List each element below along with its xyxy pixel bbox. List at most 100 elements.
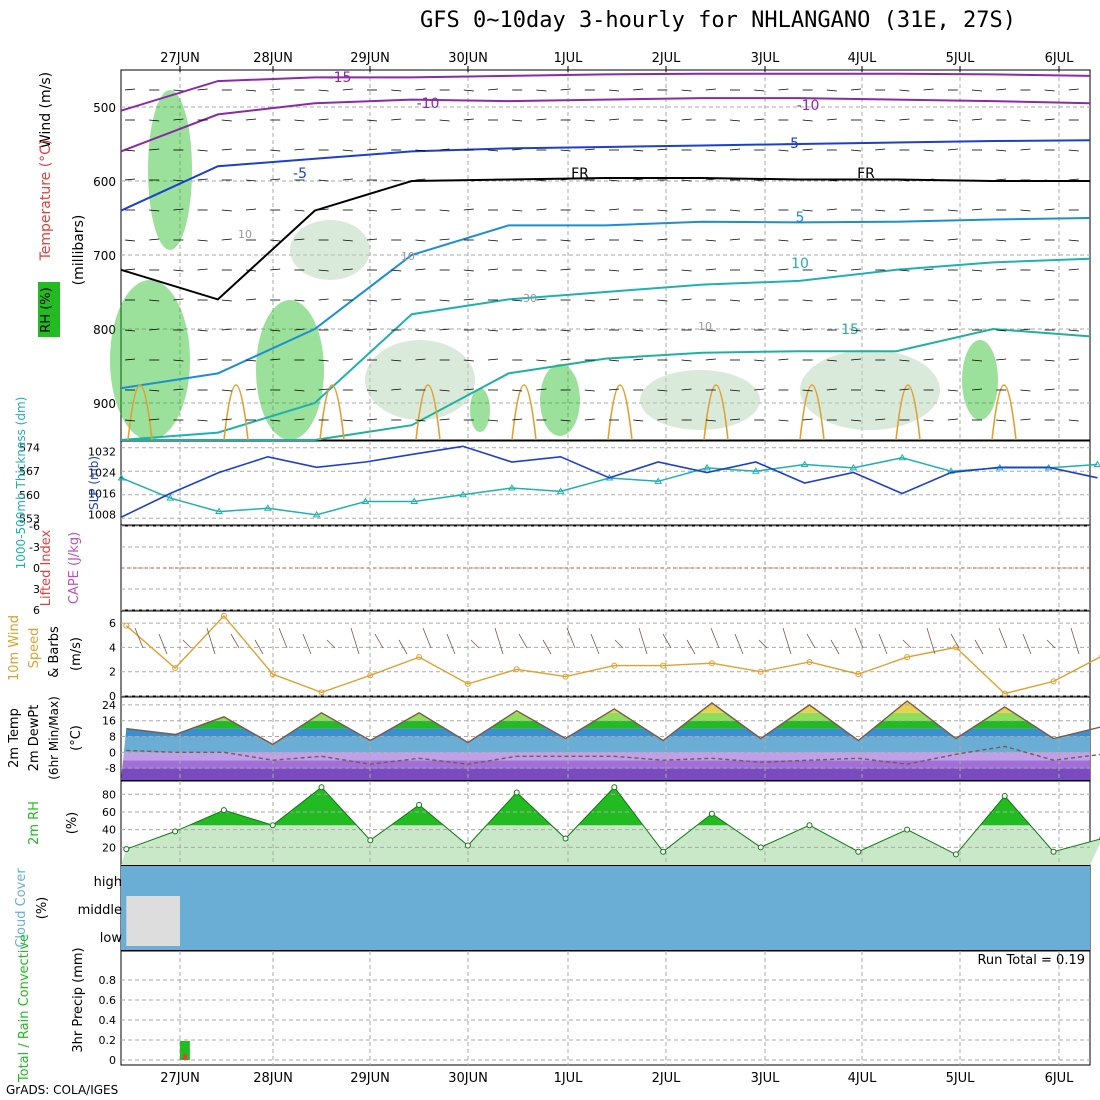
wind-barb	[923, 239, 934, 242]
wind-barb	[584, 328, 595, 331]
wind-barb	[802, 209, 813, 212]
wind-barb	[342, 149, 353, 152]
wind-barb	[560, 149, 571, 152]
wind-barb	[221, 389, 232, 392]
wind-barb	[245, 359, 257, 362]
wind-barb	[826, 388, 837, 391]
temp-tick: 0	[109, 746, 116, 759]
wind-barb	[245, 269, 257, 272]
precip-panel: 0.8 0.6 0.4 0.2 0 Run Total = 0.19 Total / Rai…	[17, 934, 1090, 1083]
wind-barb	[754, 118, 765, 121]
cloud-label: Cloud Cover	[14, 868, 29, 948]
panel-frame	[120, 950, 1091, 1066]
wind10-barb	[374, 633, 384, 649]
wind-barb	[754, 89, 765, 92]
wind-barb	[221, 299, 232, 302]
wind-barb	[221, 328, 232, 331]
x-tick-top: 2JUL	[652, 51, 682, 66]
wind-barb	[1020, 389, 1031, 392]
wind-barb	[415, 239, 426, 242]
contour-label: -10	[417, 96, 440, 112]
wind-barb	[197, 149, 208, 152]
wind-barb	[173, 298, 184, 301]
wind-barb	[294, 389, 305, 392]
wind-barb	[463, 388, 474, 391]
rh-marker	[464, 842, 471, 849]
thickness-marker	[800, 460, 809, 468]
wind-barb	[366, 389, 378, 392]
wind-barb	[173, 208, 184, 211]
wind-barb	[270, 419, 281, 422]
wind-barb	[778, 268, 789, 271]
cloud-cover-panel: high middle low Cloud Cover (%)	[14, 866, 1090, 950]
wind-barb	[705, 329, 716, 332]
wind-barb	[754, 179, 765, 182]
y-tick: 900	[93, 397, 116, 411]
wind-barb	[1068, 149, 1079, 152]
wind-barb	[439, 389, 450, 392]
thickness-marker	[703, 463, 711, 471]
wind-barb	[173, 269, 184, 272]
wind-barb	[1044, 179, 1055, 182]
wind-barb	[705, 239, 716, 242]
wind-barb	[875, 418, 886, 421]
wind-barb	[1068, 178, 1079, 181]
wind-barb	[149, 119, 160, 122]
rh-blob-light	[290, 220, 370, 280]
wind-barb	[1020, 418, 1031, 421]
wind-barb	[608, 89, 620, 92]
wind-speed-marker	[757, 668, 764, 675]
rh2m-unit: (%)	[65, 812, 80, 835]
wind10-barb	[926, 627, 936, 655]
wind-barb	[947, 148, 958, 151]
wind-barb	[778, 329, 789, 332]
wind10-barb	[1070, 627, 1080, 655]
wind-barb	[1044, 118, 1055, 121]
x-tick-bottom: 1JUL	[554, 1071, 584, 1086]
wind-barb	[923, 149, 934, 152]
wind10-barb	[182, 639, 192, 649]
wind-barb	[512, 299, 523, 302]
thickness-marker	[312, 510, 321, 518]
rh-marker	[318, 784, 325, 791]
y-tick: 800	[93, 323, 116, 337]
wind-barb	[318, 388, 329, 391]
thickness-line	[121, 457, 1098, 516]
rh-panel: 80 60 40 20 2m RH (%)	[27, 781, 1100, 865]
thickness-marker	[849, 463, 858, 471]
wind-barb	[221, 119, 232, 122]
wind-barb	[826, 298, 837, 301]
wind-barb	[366, 238, 378, 241]
wind-barb	[439, 238, 450, 241]
wind10-barb	[326, 639, 336, 649]
wind-barb	[899, 89, 910, 92]
wind-barb	[681, 388, 692, 391]
wind-barb	[778, 419, 789, 422]
wind-barb	[342, 268, 353, 271]
wind-barb	[754, 269, 765, 272]
chart-title: GFS 0~10day 3-hourly for NHLANGANO (31E,…	[420, 8, 1017, 33]
y-tick: 700	[93, 249, 116, 263]
wind-barb	[681, 269, 692, 272]
wind-speed-marker	[1001, 690, 1008, 697]
wind-barb	[584, 418, 595, 421]
thickness-tick: 574	[19, 442, 40, 455]
wind-barb	[996, 329, 1007, 332]
wind-barb	[657, 418, 668, 421]
x-tick-top: 30JUN	[448, 51, 488, 66]
wind-barb	[1020, 328, 1031, 331]
wind-barb	[947, 299, 958, 302]
panel-frame	[120, 440, 1091, 526]
x-tick-bottom: 30JUN	[448, 1071, 488, 1086]
wind-barb	[149, 238, 160, 241]
wind-barb	[729, 418, 741, 421]
wind10-barb	[758, 639, 768, 649]
wind-barb	[996, 178, 1007, 181]
wind-barb	[124, 149, 136, 152]
temp-band	[121, 736, 1090, 753]
wind10-barb	[590, 633, 600, 655]
thickness-marker	[556, 487, 565, 494]
wind-barb	[996, 268, 1007, 271]
temp-band	[121, 768, 1090, 780]
